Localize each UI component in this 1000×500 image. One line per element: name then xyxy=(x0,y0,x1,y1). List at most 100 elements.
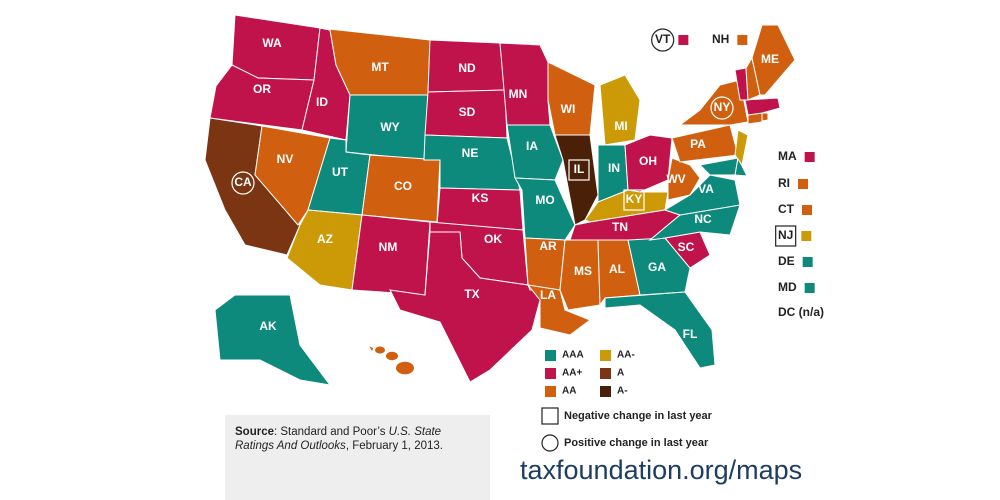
state-label: AZ xyxy=(317,232,333,246)
state-label: OH xyxy=(639,154,657,168)
state-label: SC xyxy=(678,240,695,254)
positive-marker xyxy=(651,28,675,52)
callout-swatch xyxy=(801,231,812,241)
state-label: ME xyxy=(761,52,779,66)
callout-swatch xyxy=(804,152,815,162)
state-label: NV xyxy=(277,152,294,166)
legend-label: A xyxy=(617,368,624,379)
legend-marker xyxy=(541,407,559,425)
legend-marker-label: Positive change in last year xyxy=(564,437,709,449)
legend-label: AA- xyxy=(617,350,635,361)
state-label: WY xyxy=(380,120,399,134)
state-label: AK xyxy=(259,319,277,333)
state-label: MS xyxy=(574,264,592,278)
state-label: HI xyxy=(366,362,378,376)
state-label: NH xyxy=(712,32,729,46)
callout-swatch xyxy=(804,283,815,293)
state-label: NJ xyxy=(778,228,793,242)
state-label: TX xyxy=(464,287,479,301)
state xyxy=(734,156,748,177)
state-label: KS xyxy=(472,191,489,205)
state xyxy=(499,42,551,126)
state xyxy=(698,157,739,176)
state-label: NM xyxy=(379,240,398,254)
positive-marker xyxy=(231,171,255,195)
state xyxy=(351,214,431,296)
state-label: WA xyxy=(262,36,282,50)
state xyxy=(761,112,769,122)
state-label: IL xyxy=(574,162,585,176)
callout-swatch xyxy=(802,257,813,267)
state-label: MA xyxy=(778,149,797,163)
legend-swatch xyxy=(600,386,611,397)
state-label: ID xyxy=(316,95,328,109)
state xyxy=(744,97,781,116)
state xyxy=(254,125,331,226)
state-label: IN xyxy=(608,161,620,175)
negative-marker xyxy=(568,159,590,181)
dc-note: DC (n/a) xyxy=(778,305,824,319)
island xyxy=(386,351,398,361)
state-label: NC xyxy=(694,212,712,226)
legend-label: AA xyxy=(562,386,576,397)
state-label: MI xyxy=(614,119,627,133)
state-label: SD xyxy=(459,105,476,119)
callout-swatch xyxy=(798,179,808,189)
positive-marker xyxy=(710,96,734,120)
legend-swatch xyxy=(545,386,556,397)
callout-swatch xyxy=(678,35,689,45)
state xyxy=(506,124,564,181)
state-label: IA xyxy=(526,139,538,153)
state-label: UT xyxy=(332,165,349,179)
state xyxy=(559,239,601,311)
state-label: TN xyxy=(612,220,628,234)
state-label: MO xyxy=(535,193,554,207)
state-label: VT xyxy=(655,32,671,46)
state xyxy=(667,157,701,201)
url: taxfoundation.org/maps xyxy=(520,455,803,485)
state-label: CT xyxy=(778,202,795,216)
state-label: ND xyxy=(458,61,476,75)
state-label: VA xyxy=(698,182,714,196)
state xyxy=(547,61,596,136)
legend-swatch xyxy=(600,350,611,361)
legend-swatch xyxy=(545,368,556,379)
legend-swatch xyxy=(545,350,556,361)
state-label: MN xyxy=(509,87,528,101)
island xyxy=(375,346,385,354)
negative-marker xyxy=(623,189,645,211)
source-text: : Standard and Poor’s xyxy=(274,426,389,438)
state xyxy=(751,24,796,96)
state xyxy=(514,177,576,241)
legend-marker xyxy=(541,434,559,452)
source-label: Source xyxy=(235,426,274,438)
legend-label: AA+ xyxy=(562,368,582,379)
source-date: , February 1, 2013. xyxy=(345,440,443,452)
state-label: PA xyxy=(690,137,706,151)
state xyxy=(366,343,375,354)
state-label: CA xyxy=(234,175,252,189)
state-label: FL xyxy=(683,327,698,341)
callout-swatch xyxy=(802,205,812,215)
legend-marker-label: Negative change in last year xyxy=(564,410,713,422)
state xyxy=(734,129,749,167)
legend-swatch xyxy=(600,368,611,379)
source-box: Source: Standard and Poor’s U.S. State R… xyxy=(225,415,490,500)
state-label: NE xyxy=(462,146,479,160)
state-label: OR xyxy=(253,82,271,96)
legend-label: A- xyxy=(617,386,628,397)
state xyxy=(599,74,641,146)
state-label: NY xyxy=(714,100,731,114)
state xyxy=(389,231,541,383)
source-title: U.S. State Ratings And Outlooks xyxy=(235,426,442,452)
state-label: GA xyxy=(648,260,666,274)
state-label: AL xyxy=(609,262,625,276)
callout-swatch xyxy=(737,35,748,45)
state-label: CO xyxy=(394,179,412,193)
island xyxy=(396,361,414,375)
state-label: MD xyxy=(778,280,797,294)
state-label: WI xyxy=(561,102,576,116)
state-label: OK xyxy=(484,232,502,246)
state-label: RI xyxy=(778,176,790,190)
